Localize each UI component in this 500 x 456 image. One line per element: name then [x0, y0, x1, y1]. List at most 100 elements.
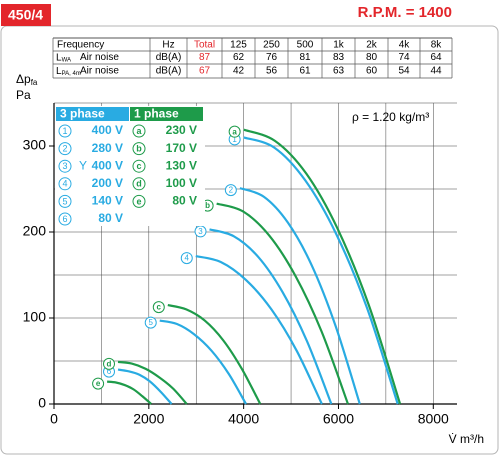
legend-symbol: 5: [62, 196, 67, 206]
table-cell: 67: [199, 66, 211, 77]
table-cell: 80: [366, 52, 378, 63]
legend-header: 1 phase: [134, 107, 179, 121]
fan-curve: [239, 187, 361, 405]
legend-ring: [132, 177, 146, 191]
x-tick-label: 2000: [133, 411, 164, 427]
legend-ring: [58, 212, 72, 226]
legend-voltage: 130 V: [166, 158, 197, 172]
legend-voltage: 200 V: [92, 176, 123, 190]
legend-header-bg: [130, 107, 203, 121]
curve-label-ring: [152, 301, 165, 314]
page-frame: [0, 25, 499, 455]
legend-bg: [55, 106, 205, 226]
legend-ring: [132, 194, 146, 208]
table-cell: 56: [266, 66, 278, 77]
curve-label: 1: [232, 135, 237, 144]
fan-curve: [159, 319, 247, 405]
table-cell: 76: [266, 52, 278, 63]
x-tick-label: 6000: [323, 411, 354, 427]
legend-voltage: 80 V: [172, 194, 197, 208]
table-header: 2k: [366, 40, 378, 51]
legend-ring: [58, 177, 72, 191]
legend-symbol: 1: [62, 126, 67, 136]
annotation: ρ = 1.20 kg/m³: [352, 110, 429, 124]
table-header: 125: [230, 40, 247, 51]
table-cell: 60: [366, 66, 378, 77]
legend-symbol: 2: [62, 143, 67, 153]
fan-curve: [243, 136, 399, 405]
table-header: 250: [263, 40, 280, 51]
curve-label-ring: [103, 357, 116, 370]
legend-voltage: 170 V: [166, 141, 197, 155]
legend-symbol: 4: [62, 179, 67, 189]
row-desc: Air noise: [80, 52, 119, 63]
fan-curve: [216, 202, 349, 405]
curve-label: 5: [149, 318, 154, 327]
legend-symbol: d: [136, 179, 142, 189]
curve-label-ring: [144, 316, 157, 329]
legend-ring: [58, 124, 72, 138]
curve-label: d: [107, 359, 112, 368]
legend-header: 3 phase: [60, 107, 105, 121]
legend-symbol: 3: [62, 161, 67, 171]
curve-label: c: [157, 303, 162, 312]
y-label-main: Δp: [16, 72, 31, 86]
table-cell: 42: [233, 66, 245, 77]
legend-ring: [132, 142, 146, 156]
fan-curve: [106, 380, 152, 405]
legend-voltage: 100 V: [166, 176, 197, 190]
fan-curve: [195, 255, 323, 405]
fan-curve: [243, 128, 402, 405]
legend-symbol: e: [136, 196, 141, 206]
curve-label: a: [232, 127, 237, 136]
table-cell: dB(A): [156, 66, 182, 77]
fan-curve: [117, 360, 188, 405]
table-header: Total: [194, 40, 215, 51]
table-cell: 61: [299, 66, 311, 77]
table-header: 4k: [399, 40, 411, 51]
fan-curve: [117, 368, 173, 405]
legend-voltage: 140 V: [92, 194, 123, 208]
table-cell: 54: [398, 66, 410, 77]
curve-label: b: [205, 201, 210, 210]
legend-symbol: c: [136, 161, 141, 171]
row-label-main: L: [56, 52, 62, 63]
fan-curve: [167, 304, 262, 405]
table-cell: 64: [430, 52, 442, 63]
curve-label: 2: [229, 186, 234, 195]
y-tick-label: 0: [38, 395, 46, 411]
legend-ring: [132, 159, 146, 173]
x-tick-label: 4000: [228, 411, 259, 427]
y-tick-label: 200: [23, 223, 47, 239]
table-cell: 87: [199, 52, 211, 63]
legend-symbol: 6: [62, 214, 67, 224]
table-cell: 83: [333, 52, 345, 63]
curve-label: 3: [198, 227, 203, 236]
legend-voltage: 400 V: [92, 158, 123, 172]
legend-ring: [132, 124, 146, 138]
y-tick-label: 100: [23, 309, 47, 325]
table-cell: 62: [233, 52, 245, 63]
y-label-sub: fa: [31, 78, 38, 87]
legend-voltage: 400 V: [92, 123, 123, 137]
table-cell: 63: [333, 66, 345, 77]
table-cell: 81: [299, 52, 311, 63]
x-tick-label: 8000: [418, 411, 449, 427]
legend-voltage: 80 V: [98, 211, 123, 225]
y-unit: Pa: [16, 88, 31, 102]
row-label-sub: WA: [62, 57, 71, 63]
legend-voltage: 280 V: [92, 141, 123, 155]
legend-ring: [58, 142, 72, 156]
curve-label: e: [96, 379, 101, 388]
row-label-main: L: [56, 66, 62, 77]
table-header: 500: [297, 40, 314, 51]
table-cell: 74: [398, 52, 410, 63]
title-tab: [1, 4, 51, 26]
title: 450/4: [8, 7, 43, 23]
row-label-sub: PA, 4m: [62, 71, 81, 77]
curve-label-ring: [180, 252, 193, 265]
x-label: V̇ m³/h: [449, 432, 484, 446]
curve-label-ring: [224, 184, 237, 197]
table-header: Frequency: [57, 40, 104, 51]
